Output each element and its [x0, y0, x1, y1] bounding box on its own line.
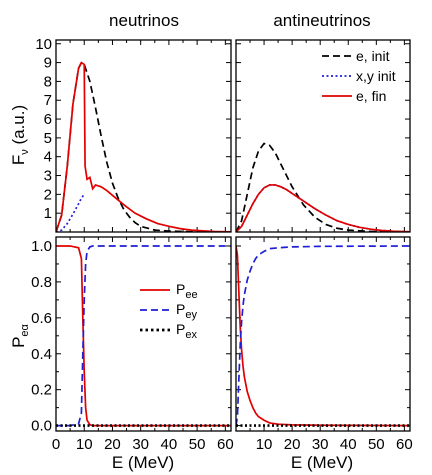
- y-tick-label: 1.0: [31, 238, 52, 255]
- x-tick-label: 10: [256, 436, 273, 453]
- panel-frame-bottom-left: [55, 236, 232, 432]
- x-tick-label: 30: [132, 436, 149, 453]
- series-line-x-y-init-top-left: [56, 193, 85, 232]
- y-tick-label: 8: [44, 73, 52, 90]
- y-tick-label: 0.8: [31, 274, 52, 291]
- x-tick-label: 20: [104, 436, 121, 453]
- x-tick-label: 60: [217, 436, 234, 453]
- x-tick-label: 10: [76, 436, 93, 453]
- series-line-x-y-init-top-right: [236, 184, 410, 232]
- series-line-p-ee-bottom-left: [56, 245, 231, 427]
- y-tick-label: 9: [44, 55, 52, 72]
- series-line-e-fin-top-left: [56, 61, 231, 232]
- y-tick-label: 4: [44, 149, 52, 166]
- x-tick-label: 50: [368, 436, 385, 453]
- x-tick-label: 20: [284, 436, 301, 453]
- legend-label: Pey: [176, 301, 197, 321]
- x-tick-label: 30: [312, 436, 329, 453]
- series-line-p-ee-bottom-right: [236, 245, 410, 427]
- y-tick-label: 6: [44, 111, 52, 128]
- series-line-e-init-top-right: [236, 142, 410, 232]
- legend-label: Pex: [176, 321, 197, 341]
- y-tick-label: 3: [44, 168, 52, 185]
- series-line-e-init-top-left: [56, 61, 226, 232]
- x-tick-label: 60: [396, 436, 413, 453]
- y-tick-label: 0.6: [31, 310, 52, 327]
- legend-label: e, init: [356, 48, 390, 64]
- x-tick-label: 50: [189, 436, 206, 453]
- panel-frame-top-left: [55, 39, 232, 233]
- legend-label: e, fin: [356, 88, 386, 104]
- y-tick-label: 0.4: [31, 346, 52, 363]
- panel-title-antineutrinos: antineutrinos: [273, 11, 370, 30]
- y-tick-label: 10: [35, 36, 52, 53]
- panel-frame-bottom-right: [235, 236, 411, 432]
- panel-title-neutrinos: neutrinos: [109, 11, 179, 30]
- bottom-y-axis-label: Peα: [9, 323, 31, 347]
- x-tick-label: 40: [161, 436, 178, 453]
- series-line-p-ey-bottom-left: [56, 245, 231, 427]
- panel-frame-top-right: [235, 39, 411, 233]
- y-tick-label: 7: [44, 92, 52, 109]
- series-line-p-ey-bottom-right: [236, 245, 410, 426]
- legend-label: Pee: [176, 281, 198, 301]
- y-tick-label: 1: [44, 205, 52, 222]
- y-tick-label: 0.2: [31, 382, 52, 399]
- x-axis-label-right: E (MeV): [291, 453, 353, 472]
- legend-label: x,y init: [356, 68, 396, 84]
- x-axis-label-left: E (MeV): [112, 453, 174, 472]
- top-y-axis-label: Fν (a.u.): [9, 105, 31, 165]
- x-tick-label: 40: [340, 436, 357, 453]
- x-tick-label: 0: [52, 436, 60, 453]
- y-tick-label: 0.0: [31, 418, 52, 435]
- y-tick-label: 5: [44, 130, 52, 147]
- series-line-e-fin-top-right: [236, 184, 410, 232]
- y-tick-label: 2: [44, 186, 52, 203]
